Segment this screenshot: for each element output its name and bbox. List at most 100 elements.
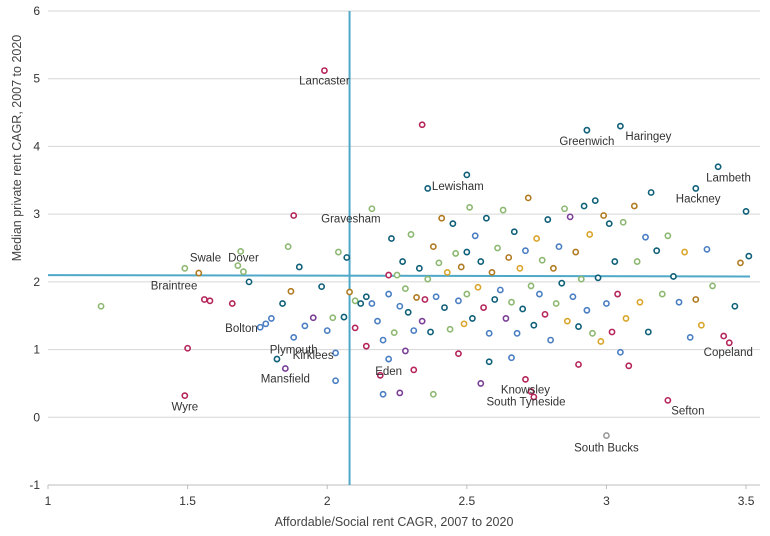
data-point [480,304,487,311]
data-point [547,336,554,344]
data-point [572,248,580,256]
labeled-data-point [522,375,529,383]
labeled-data-point [583,126,591,134]
data-points [97,67,753,439]
data-point [647,189,655,196]
point-label: Mansfield [261,374,310,386]
data-point [438,214,446,222]
data-point [549,264,557,272]
data-point [583,306,591,314]
data-point [401,285,409,293]
data-point [703,245,711,253]
data-point [522,247,529,255]
data-point [644,328,652,336]
data-point [508,354,515,362]
data-point [287,287,295,295]
labeled-data-point [725,339,733,347]
x-axis-ticks: 1 1.5 2 2.5 3 3.5 [45,485,755,508]
data-point [463,290,471,298]
data-point [455,297,462,305]
data-point [642,233,649,241]
point-label: Bolton [225,323,258,335]
data-point [681,248,689,256]
point-label: Swale [190,252,221,264]
data-point [505,254,513,261]
data-point [675,298,683,306]
point-labels: Lancaster Greenwich Haringey Lewisham Lambet… [151,76,753,455]
data-point [633,258,641,265]
data-point [653,247,661,255]
data-point [343,254,351,261]
point-label: Plymouth [270,344,318,356]
data-point [586,231,594,238]
data-point [415,264,423,272]
reference-lines [47,11,751,485]
labeled-data-point [616,122,624,130]
data-point [603,300,610,307]
x-tick-label: 1 [45,494,52,508]
data-point [589,329,596,337]
data-point [234,262,242,270]
point-label: South Bucks [574,443,639,455]
data-point [536,290,543,298]
data-point [441,304,448,311]
data-point [508,298,515,306]
y-tick-label: 3 [33,207,40,221]
labeled-data-point [200,296,208,303]
data-point [608,328,616,336]
data-point [611,258,619,265]
data-point [485,358,493,366]
data-point [388,235,395,242]
data-point [482,214,490,222]
labeled-data-point [240,268,247,276]
data-point [449,220,457,228]
data-point [561,205,568,213]
data-point [424,185,432,192]
data-point [460,320,468,328]
data-point [731,302,739,310]
data-point [390,329,398,337]
data-point [577,275,585,283]
data-point [379,390,387,398]
data-point [463,248,471,256]
data-point [533,235,541,242]
point-label: Greenwich [559,136,614,148]
data-point [195,269,203,277]
data-point [563,317,571,325]
data-point [575,361,582,368]
data-point [413,294,420,301]
data-point [720,332,728,340]
data-point [519,305,527,313]
data-point [692,296,700,303]
data-point [427,328,434,336]
data-point [670,273,677,280]
data-point [527,282,535,290]
y-tick-label: 0 [33,410,40,424]
labeled-data-point [321,67,328,74]
data-point [301,322,309,330]
data-point [569,293,577,301]
data-point [295,263,303,271]
data-point [424,275,432,283]
data-point [404,308,412,316]
labeled-data-point [385,355,393,363]
data-point [435,259,443,267]
labeled-data-point [332,349,339,357]
data-point [334,248,342,256]
data-point [622,315,630,322]
data-point [524,194,532,202]
data-point [477,258,485,265]
data-point [396,389,404,397]
data-point [686,333,694,341]
data-point [625,362,633,370]
data-point [541,310,549,318]
data-point [351,324,359,332]
data-point [323,327,331,335]
data-point [469,315,476,322]
point-label: Eden [375,366,402,378]
data-point [362,342,370,350]
data-point [385,271,393,279]
data-point [616,348,624,356]
data-point [97,302,105,310]
point-label: Lambeth [706,173,751,185]
